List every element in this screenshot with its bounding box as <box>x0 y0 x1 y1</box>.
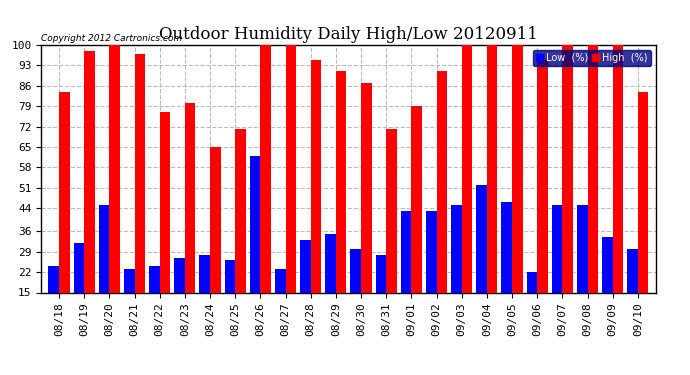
Bar <box>48 266 59 336</box>
Bar <box>437 71 447 336</box>
Bar <box>502 202 512 336</box>
Bar <box>411 106 422 336</box>
Bar <box>627 249 638 336</box>
Bar <box>210 147 221 336</box>
Bar <box>336 71 346 336</box>
Bar <box>310 60 322 336</box>
Bar <box>135 54 145 336</box>
Bar <box>375 255 386 336</box>
Bar <box>286 45 296 336</box>
Bar <box>552 205 562 336</box>
Bar <box>588 45 598 336</box>
Bar <box>476 185 487 336</box>
Bar <box>159 112 170 336</box>
Bar <box>275 269 286 336</box>
Bar <box>59 92 70 336</box>
Bar <box>235 129 246 336</box>
Bar <box>512 45 522 336</box>
Bar <box>361 83 372 336</box>
Text: Copyright 2012 Cartronics.com: Copyright 2012 Cartronics.com <box>41 33 183 42</box>
Bar <box>426 211 437 336</box>
Bar <box>386 129 397 336</box>
Bar <box>526 272 538 336</box>
Bar <box>562 45 573 336</box>
Bar <box>613 45 623 336</box>
Bar <box>462 45 472 336</box>
Bar <box>260 45 271 336</box>
Legend: Low  (%), High  (%): Low (%), High (%) <box>533 50 651 66</box>
Bar <box>225 261 235 336</box>
Title: Outdoor Humidity Daily High/Low 20120911: Outdoor Humidity Daily High/Low 20120911 <box>159 27 538 44</box>
Bar <box>124 269 135 336</box>
Bar <box>149 266 159 336</box>
Bar <box>300 240 310 336</box>
Bar <box>84 51 95 336</box>
Bar <box>325 234 336 336</box>
Bar <box>351 249 361 336</box>
Bar <box>74 243 84 336</box>
Bar <box>487 45 497 336</box>
Bar <box>638 92 649 336</box>
Bar <box>602 237 613 336</box>
Bar <box>451 205 462 336</box>
Bar <box>538 60 548 336</box>
Bar <box>401 211 411 336</box>
Bar <box>250 156 260 336</box>
Bar <box>577 205 588 336</box>
Bar <box>99 205 109 336</box>
Bar <box>199 255 210 336</box>
Bar <box>109 45 120 336</box>
Bar <box>185 103 195 336</box>
Bar <box>175 258 185 336</box>
